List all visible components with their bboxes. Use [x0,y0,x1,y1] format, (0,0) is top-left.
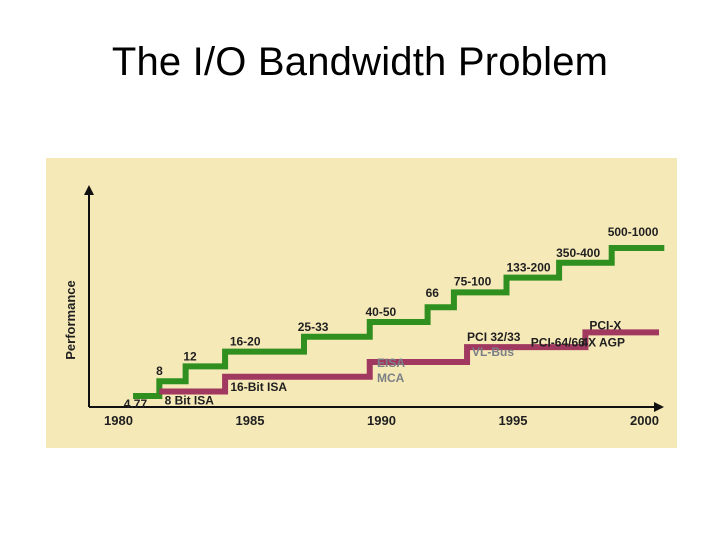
data-labels: 4.77 8 12 16-20 25-33 40-50 66 75-100 133-200 350… [124,225,659,411]
x-tick-label-1995: 1995 [499,413,528,428]
bus-label: PCI 32/33 [467,330,521,344]
bandwidth-step-chart: 1980 1985 1990 1995 2000 4.77 8 12 16-20 25-33 40… [63,185,665,428]
performance-label: 500-1000 [608,225,659,239]
x-axis-arrowhead [654,402,664,412]
performance-label: 75-100 [454,274,492,288]
chart-axes [84,185,664,412]
bus-step-line [159,329,660,395]
series-lines [133,245,665,399]
performance-label: 8 [156,364,163,378]
bus-label: PCI-X [589,318,621,332]
bus-label: PCI-64/66 [531,335,585,349]
chart-panel: 1980 1985 1990 1995 2000 4.77 8 12 16-20 25-33 40… [46,158,677,448]
y-axis-arrowhead [84,185,94,195]
performance-step-line [133,245,665,399]
x-tick-label-1990: 1990 [367,413,396,428]
bus-label: 16-Bit ISA [230,380,287,394]
performance-label: 66 [426,286,440,300]
slide-title: The I/O Bandwidth Problem [111,40,609,84]
x-tick-label-1985: 1985 [236,413,265,428]
bus-label: MCA [377,371,405,385]
performance-label: 40-50 [365,305,396,319]
x-tick-label-1980: 1980 [104,413,133,428]
x-axis-ticks: 1980 1985 1990 1995 2000 [104,413,659,428]
performance-label: 350-400 [556,246,600,260]
bus-label: 4X AGP [581,335,625,349]
performance-label: 16-20 [230,335,261,349]
x-tick-label-2000: 2000 [630,413,659,428]
performance-label: 133-200 [507,261,551,275]
bus-label: EISA [377,356,405,370]
performance-label: 4.77 [124,397,148,411]
y-axis-title: Performance [63,280,78,359]
bus-label: VL-Bus [472,345,514,359]
performance-label: 25-33 [298,320,329,334]
performance-label: 12 [183,349,197,363]
bus-label: 8 Bit ISA [165,394,215,408]
